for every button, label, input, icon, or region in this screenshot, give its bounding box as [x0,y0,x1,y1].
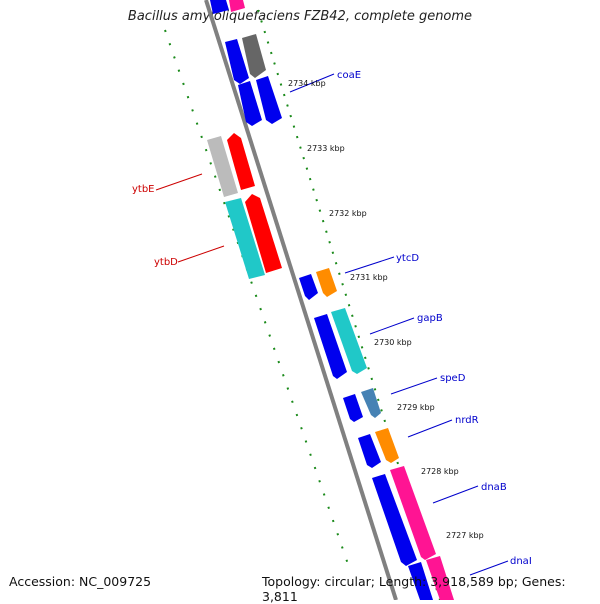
gene-label-nrdR[interactable]: nrdR [455,415,479,426]
ruler-labels: 2734 kbp 2733 kbp 2732 kbp 2731 kbp 2730… [288,79,484,540]
gene-ytbE[interactable] [227,133,255,190]
accession-text: Accession: NC_009725 [9,574,152,589]
gene-top-blue-b[interactable] [210,0,229,14]
tick-label: 2732 kbp [329,209,367,218]
gene-coaE[interactable] [256,76,282,124]
tick-label: 2727 kbp [446,531,484,540]
tick-label: 2729 kbp [397,403,435,412]
gene-ytbD-cyan[interactable] [225,198,265,279]
forward-genes[interactable] [210,0,454,600]
gene-ytcD-a[interactable] [299,274,318,300]
gene-label-speD[interactable]: speD [440,373,466,384]
label-leaders [155,73,509,576]
gene-coaE-a[interactable] [238,81,262,126]
tick-label: 2730 kbp [374,338,412,347]
reverse-genes[interactable] [207,133,282,279]
gene-label-dnaI[interactable]: dnaI [510,556,532,567]
tick-label: 2733 kbp [307,144,345,153]
gene-top-gray[interactable] [242,34,266,78]
gene-gapB-a[interactable] [314,314,347,379]
gene-top-pink[interactable] [229,0,245,12]
gene-top-blue-a[interactable] [225,39,249,84]
genome-backbone [204,0,398,600]
gene-dnaI-a[interactable] [408,562,433,600]
gene-speD[interactable] [361,388,381,418]
gene-nrdR[interactable] [375,428,399,463]
gene-labels[interactable]: coaE ytbE ytbD ytcD gapB speD nrdR dnaB … [132,70,532,567]
gene-label-dnaB[interactable]: dnaB [481,482,507,493]
gene-speD-a[interactable] [343,394,363,422]
gene-label-gapB[interactable]: gapB [417,313,443,324]
tick-label: 2731 kbp [350,273,388,282]
forward-tick-track [257,9,441,600]
gene-label-ytbD[interactable]: ytbD [154,257,178,268]
gene-dnaI[interactable] [426,556,454,600]
gene-dnaB[interactable] [390,466,436,560]
gene-label-ytbE[interactable]: ytbE [132,184,155,195]
gene-ytbD[interactable] [245,194,282,273]
tick-label: 2734 kbp [288,79,326,88]
gene-label-ytcD[interactable]: ytcD [396,253,419,264]
gene-label-coaE[interactable]: coaE [337,70,361,81]
gene-nrdR-a[interactable] [358,434,381,468]
gene-ytbE-partner[interactable] [207,136,238,197]
gene-ytcD[interactable] [316,268,337,297]
gene-gapB[interactable] [331,308,367,374]
gene-dnaB-a[interactable] [372,474,417,566]
tick-label: 2728 kbp [421,467,459,476]
